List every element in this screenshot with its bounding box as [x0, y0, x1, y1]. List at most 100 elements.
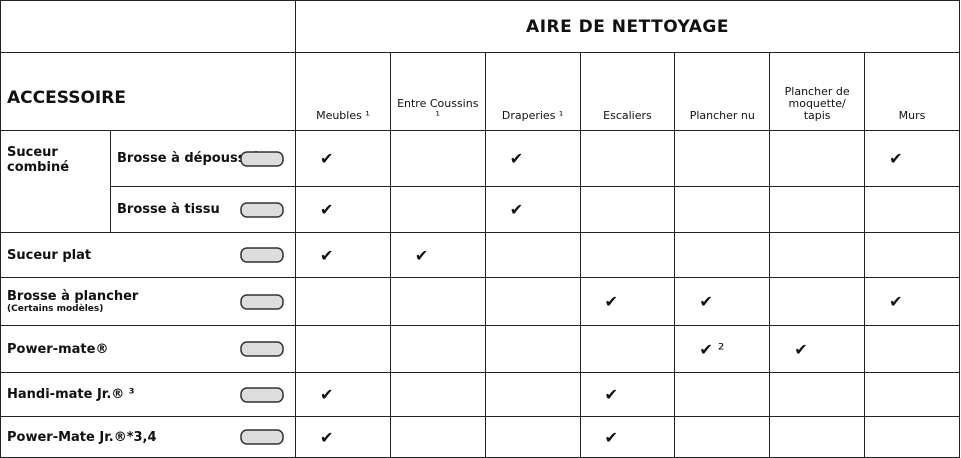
cell — [484, 277, 581, 326]
cell: ✔ — [769, 325, 866, 373]
cell — [769, 277, 866, 326]
cell: ✔ — [864, 277, 960, 326]
accessory-icon — [240, 247, 284, 263]
table-row: Suceur combiné Brosse à dépoussiérer ✔ ✔ ✔ — [0, 130, 960, 233]
row-label: Suceur plat — [0, 232, 296, 278]
cell — [674, 416, 771, 458]
cell: ✔ — [674, 277, 771, 326]
cell — [864, 416, 960, 458]
cell — [674, 372, 771, 417]
cell — [389, 186, 486, 233]
column-heading: Meubles ¹ — [295, 52, 391, 131]
label-text: Power-Mate Jr.®*3,4 — [7, 429, 157, 445]
cell — [295, 277, 391, 326]
cell: ✔ — [389, 232, 486, 278]
row-label: Handi-mate Jr.® ³ — [0, 372, 296, 417]
checkmark: ✔ — [320, 385, 334, 404]
checkmark: ✔ — [414, 245, 429, 265]
row-label: Power-Mate Jr.®*3,4 — [0, 416, 296, 458]
checkmark: ✔ — [509, 200, 524, 219]
accessory-icon — [240, 201, 284, 218]
checkmark: ✔ — [889, 149, 903, 168]
column-heading: Murs — [864, 52, 960, 131]
checkmark: ✔ — [604, 292, 618, 311]
label-note: (Certains modèles) — [7, 304, 104, 314]
checkmark: ✔ — [794, 339, 808, 359]
label-text: Handi-mate Jr.® ³ — [7, 387, 135, 402]
cell — [769, 232, 866, 278]
cell — [484, 416, 581, 458]
column-heading: Plancher de moquette/ tapis — [769, 52, 866, 131]
cell: ✔ — [295, 186, 391, 233]
title: AIRE DE NETTOYAGE — [295, 0, 960, 53]
cell — [864, 325, 960, 373]
checkmark: ✔ — [320, 245, 334, 265]
row-label: Brosse à plancher (Certains modèles) — [0, 277, 296, 326]
cell: ✔ — [295, 372, 391, 417]
table-row: Power-Mate Jr.®*3,4 ✔ ✔ — [0, 416, 960, 458]
label-text: Brosse à tissu — [117, 202, 220, 217]
label-text: Brosse à dépoussiérer — [117, 151, 281, 166]
cell — [769, 186, 866, 233]
accessory-icon — [240, 429, 284, 445]
row-label: Power-mate® — [0, 325, 296, 373]
cell — [579, 232, 676, 278]
cell — [484, 232, 581, 278]
checkmark: ✔ ² — [699, 339, 725, 359]
table-row: Brosse à plancher (Certains modèles) ✔ ✔ ✔ — [0, 277, 960, 326]
checkmark: ✔ — [604, 427, 618, 447]
column-heading: Escaliers — [579, 52, 676, 131]
accessory-icon — [240, 341, 284, 357]
checkmark: ✔ — [604, 385, 618, 404]
accessory-heading: ACCESSOIRE — [0, 52, 296, 131]
cell: ✔ — [484, 130, 581, 187]
label-text: Power-mate® — [7, 341, 109, 357]
column-heading: Entre Coussins ¹ — [389, 52, 486, 131]
checkmark: ✔ — [320, 149, 334, 168]
cell — [864, 186, 960, 233]
header-row: AIRE DE NETTOYAGE — [0, 0, 960, 53]
cell: ✔ — [484, 186, 581, 233]
checkmark: ✔ — [889, 292, 903, 311]
cell — [674, 130, 771, 187]
blank-cell — [0, 0, 296, 53]
column-heading: Plancher nu — [674, 52, 771, 131]
cell — [769, 416, 866, 458]
cell — [674, 186, 771, 233]
cell — [484, 372, 581, 417]
cell — [864, 232, 960, 278]
cell — [864, 372, 960, 417]
table-row: Brosse à tissu ✔ ✔ — [1, 186, 960, 233]
cell: ✔ — [864, 130, 960, 187]
accessory-icon — [240, 293, 284, 310]
cell — [579, 186, 676, 233]
cell — [389, 130, 486, 187]
cell: ✔ ² — [674, 325, 771, 373]
accessory-icon — [240, 386, 284, 403]
label-text: Brosse à plancher — [7, 289, 139, 304]
cell — [389, 416, 486, 458]
cell — [295, 325, 391, 373]
cell: ✔ — [295, 416, 391, 458]
checkmark: ✔ — [509, 149, 524, 168]
row-label: Brosse à tissu — [110, 186, 296, 233]
cell — [484, 325, 581, 373]
cell: ✔ — [579, 416, 676, 458]
column-heading: Draperies ¹ — [484, 52, 581, 131]
cell — [769, 130, 866, 187]
label-text: Suceur plat — [7, 247, 92, 263]
cell — [579, 325, 676, 373]
header-row: ACCESSOIRE Meubles ¹ Entre Coussins ¹ Drape… — [0, 52, 960, 131]
group-label: Suceur combiné — [0, 130, 111, 233]
table-row: Power-mate® ✔ ² ✔ — [0, 325, 960, 373]
accessory-icon — [240, 150, 284, 167]
cell: ✔ — [295, 232, 391, 278]
table-row: Handi-mate Jr.® ³ ✔ ✔ — [0, 372, 960, 417]
cell — [674, 232, 771, 278]
checkmark: ✔ — [320, 200, 334, 219]
table-row: Suceur plat ✔ ✔ — [0, 232, 960, 278]
cell — [389, 372, 486, 417]
cell — [389, 325, 486, 373]
